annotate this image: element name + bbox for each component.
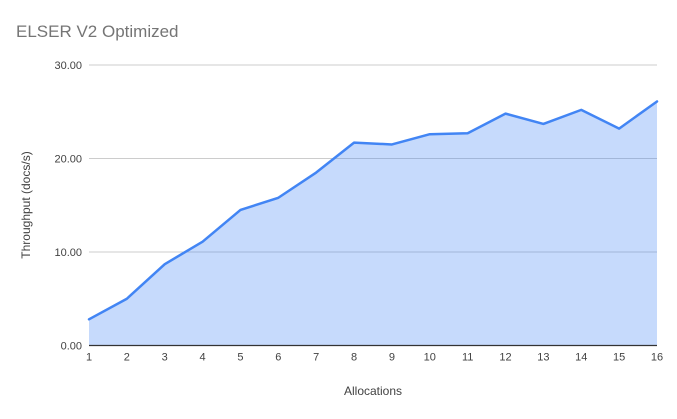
chart-title: ELSER V2 Optimized (16, 22, 179, 41)
y-tick-label: 20.00 (54, 154, 82, 166)
x-tick-label: 12 (499, 352, 511, 364)
x-tick-label: 7 (313, 352, 319, 364)
x-tick-label: 2 (124, 352, 130, 364)
x-tick-label: 3 (162, 352, 168, 364)
x-axis-title: Allocations (343, 384, 403, 398)
x-tick-label: 11 (462, 352, 473, 364)
x-tick-label: 5 (237, 352, 243, 364)
x-tick-label: 13 (537, 352, 549, 364)
x-tick-label: 9 (389, 352, 395, 364)
x-tick-label: 1 (86, 352, 92, 364)
x-tick-label: 4 (200, 352, 206, 364)
x-tick-label: 14 (575, 352, 587, 364)
area-fill (89, 101, 657, 346)
y-tick-label: 30.00 (54, 60, 82, 72)
x-tick-label: 6 (275, 352, 281, 364)
x-tick-label: 10 (424, 352, 436, 364)
y-tick-label: 10.00 (54, 247, 82, 259)
x-tick-label: 8 (351, 352, 357, 364)
series-line (87, 100, 659, 321)
x-tick-label: 15 (613, 352, 625, 364)
x-tick-label: 16 (651, 352, 663, 364)
y-tick-label: 0.00 (61, 341, 82, 353)
